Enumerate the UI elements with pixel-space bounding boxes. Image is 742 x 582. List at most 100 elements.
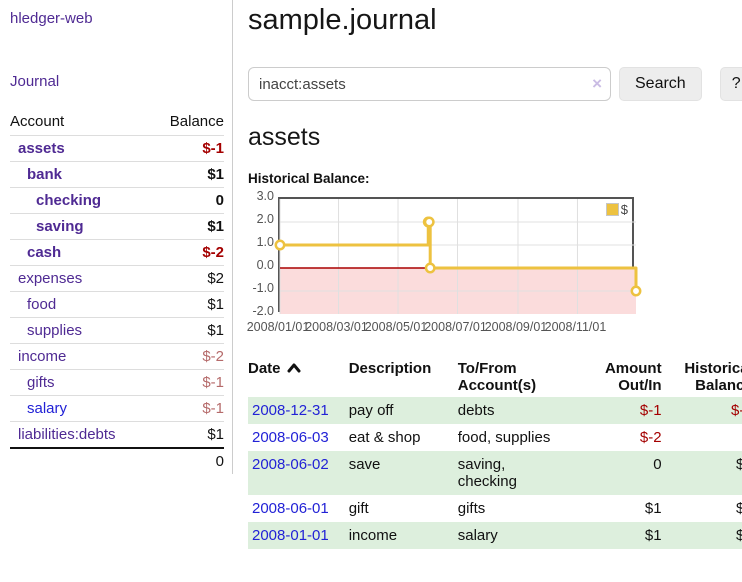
amount-column-header: Amount Out/In xyxy=(604,360,662,394)
y-axis-tick-label: 3.0 xyxy=(256,189,274,203)
transaction-date-link[interactable]: 2008-01-01 xyxy=(252,527,329,544)
account-link[interactable]: supplies xyxy=(27,322,83,339)
account-row: supplies $1 xyxy=(10,317,224,344)
register-row[interactable]: 2008-06-02 save saving, checking 0 $2 xyxy=(248,451,742,495)
account-balance: $-1 xyxy=(151,369,224,396)
account-link[interactable]: expenses xyxy=(18,270,83,287)
page-title: sample.journal xyxy=(248,4,437,36)
accounts-total-value: 0 xyxy=(151,447,224,474)
accounts-column-header: To/From Account(s) xyxy=(457,360,537,394)
account-balance: $1 xyxy=(151,213,224,240)
register-row[interactable]: 2008-01-01 income salary $1 $1 xyxy=(248,522,742,549)
account-row: saving $1 xyxy=(10,213,224,240)
description-column-header: Description xyxy=(348,360,432,377)
main-content: sample.journal × Search ? assets Histori… xyxy=(233,0,742,549)
account-row: salary $-1 xyxy=(10,395,224,422)
transaction-description: eat & shop xyxy=(348,429,421,446)
y-axis-tick-label: 1.0 xyxy=(256,235,274,249)
transaction-date-link[interactable]: 2008-06-01 xyxy=(252,500,329,517)
transaction-description: save xyxy=(348,456,381,473)
sort-up-icon xyxy=(287,360,301,377)
register-header-row: Date Description To/From Account(s) Amou… xyxy=(248,357,742,397)
transaction-date-link[interactable]: 2008-12-31 xyxy=(252,402,329,419)
transaction-amount: $1 xyxy=(644,500,662,517)
account-row: bank $1 xyxy=(10,161,224,188)
x-axis-tick-label: 2008/09/01 xyxy=(484,320,548,334)
account-row: food $1 xyxy=(10,291,224,318)
register-row[interactable]: 2008-12-31 pay off debts $-1 $-1 xyxy=(248,397,742,424)
account-link[interactable]: food xyxy=(27,296,57,313)
account-link[interactable]: gifts xyxy=(27,374,55,391)
search-input[interactable] xyxy=(248,67,611,101)
account-row: gifts $-1 xyxy=(10,369,224,396)
account-link[interactable]: bank xyxy=(27,166,63,183)
sidebar-item-journal[interactable]: Journal xyxy=(10,73,60,90)
legend-swatch-icon xyxy=(605,203,619,216)
account-balance: $1 xyxy=(151,161,224,188)
register-row[interactable]: 2008-06-03 eat & shop food, supplies $-2 0 xyxy=(248,424,742,451)
account-link[interactable]: salary xyxy=(27,400,68,417)
help-button[interactable]: ? xyxy=(719,67,742,101)
account-row: expenses $2 xyxy=(10,265,224,292)
account-balance: $-1 xyxy=(151,395,224,422)
account-balance: $1 xyxy=(151,421,224,448)
legend-label: $ xyxy=(620,202,628,217)
x-axis-tick-label: 2008/01/01 xyxy=(246,320,310,334)
y-axis-tick-label: 0.0 xyxy=(256,258,274,272)
transaction-accounts: salary xyxy=(457,527,498,544)
balance-chart: $ 3.0 2.0 1.0 0.0 -1.0 -2.0 2008/01/01 2008/03/… xyxy=(246,189,742,343)
register-row[interactable]: 2008-06-01 gift gifts $1 $2 xyxy=(248,495,742,522)
x-axis-tick-label: 2008/07/01 xyxy=(424,320,487,334)
x-axis-tick-label: 2008/03/01 xyxy=(305,320,368,334)
account-link[interactable]: saving xyxy=(36,218,84,235)
transaction-description: pay off xyxy=(348,402,394,419)
account-row: liabilities:debts $1 xyxy=(10,421,224,448)
account-row: cash $-2 xyxy=(10,239,224,266)
app-layout: hledger-web Journal Account Balance asse… xyxy=(0,0,742,549)
accounts-table-header: Account Balance xyxy=(10,110,224,136)
search-bar: × Search ? xyxy=(248,67,742,101)
transaction-balance: 0 xyxy=(670,424,742,451)
sidebar: hledger-web Journal Account Balance asse… xyxy=(0,0,233,474)
balance-column-header: Balance xyxy=(169,113,224,130)
transaction-balance: $1 xyxy=(736,527,742,544)
account-row: checking 0 xyxy=(10,187,224,214)
transaction-accounts: food, supplies xyxy=(457,429,551,446)
account-row: assets $-1 xyxy=(10,135,224,162)
account-balance: $-2 xyxy=(151,343,224,370)
account-balance: $-1 xyxy=(151,135,224,162)
account-column-header: Account xyxy=(10,113,65,130)
account-link[interactable]: cash xyxy=(27,244,62,261)
chart-plot-area: $ xyxy=(274,197,642,314)
transaction-accounts: debts xyxy=(457,402,495,419)
account-link[interactable]: liabilities:debts xyxy=(18,426,116,443)
transaction-amount: 0 xyxy=(653,456,662,473)
account-link[interactable]: assets xyxy=(18,140,65,157)
account-heading: assets xyxy=(248,123,321,151)
balance-chart-svg xyxy=(274,199,642,314)
account-balance: $-2 xyxy=(151,239,224,266)
transaction-date-link[interactable]: 2008-06-02 xyxy=(252,456,329,473)
date-column-header[interactable]: Date xyxy=(248,357,349,397)
accounts-table: Account Balance assets $-1 bank $1 checking 0… xyxy=(10,110,224,474)
x-axis-tick-label: 2008/05/01 xyxy=(364,320,428,334)
transaction-accounts: gifts xyxy=(457,500,486,517)
accounts-total-row: 0 xyxy=(10,447,224,474)
account-balance: $2 xyxy=(151,265,224,292)
transaction-description: gift xyxy=(348,500,369,517)
transaction-balance: $2 xyxy=(736,500,742,517)
account-link[interactable]: income xyxy=(18,348,67,365)
account-balance: 0 xyxy=(151,187,224,214)
transaction-balance: $-1 xyxy=(731,402,742,419)
account-row: income $-2 xyxy=(10,343,224,370)
search-button[interactable]: Search xyxy=(619,67,702,101)
brand-link[interactable]: hledger-web xyxy=(10,10,93,27)
chart-legend: $ xyxy=(605,202,628,217)
y-axis-tick-label: -2.0 xyxy=(252,304,274,318)
transaction-date-link[interactable]: 2008-06-03 xyxy=(252,429,329,446)
balance2-column-header: Historical Balance xyxy=(684,360,742,394)
account-link[interactable]: checking xyxy=(36,192,102,209)
clear-search-icon[interactable]: × xyxy=(592,74,602,93)
transaction-balance: $2 xyxy=(736,456,742,473)
transaction-amount: $1 xyxy=(644,527,662,544)
